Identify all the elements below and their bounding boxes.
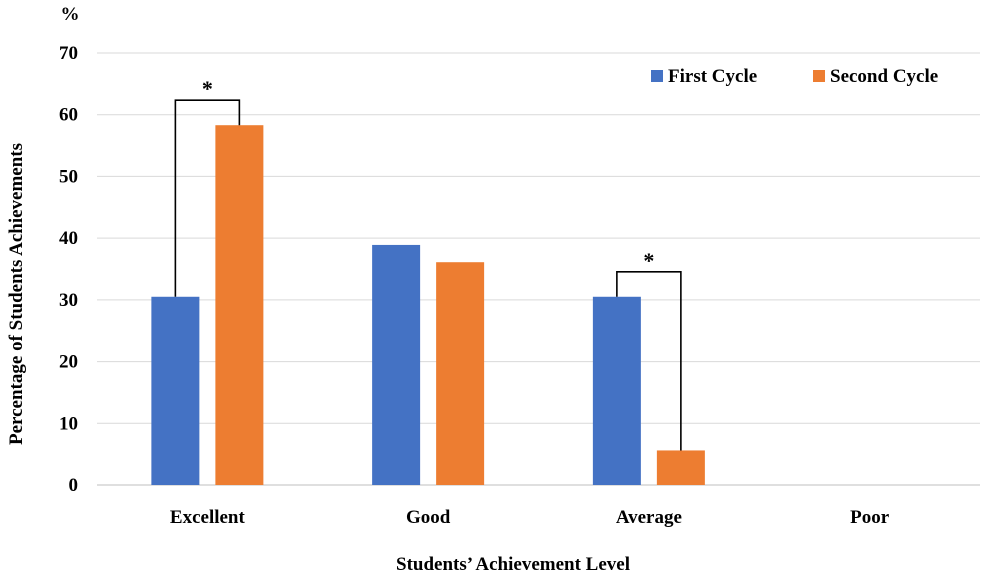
y-tick-label: 10 bbox=[59, 413, 78, 434]
significance-star: * bbox=[643, 248, 654, 273]
x-axis-ticks: Excellent Good Average Poor bbox=[170, 507, 890, 528]
x-axis-title: Students’ Achievement Level bbox=[396, 554, 630, 575]
significance-star: * bbox=[202, 76, 213, 101]
legend-swatch bbox=[813, 70, 825, 82]
legend-swatch bbox=[651, 70, 663, 82]
y-tick-label: 20 bbox=[59, 352, 78, 373]
y-axis-ticks: 0 10 20 30 40 50 60 70 bbox=[59, 43, 78, 496]
x-tick-label: Good bbox=[406, 507, 451, 528]
y-axis-title: Percentage of Students Achievements bbox=[6, 143, 27, 445]
legend-label: Second Cycle bbox=[830, 66, 938, 87]
significance-brackets: ** bbox=[174, 76, 682, 451]
y-tick-label: 40 bbox=[59, 228, 78, 249]
bar-average-second-cycle bbox=[656, 450, 705, 485]
significance-bracket bbox=[174, 99, 241, 297]
x-tick-label: Average bbox=[616, 507, 682, 528]
legend: First Cycle Second Cycle bbox=[651, 66, 938, 87]
bar-average-first-cycle bbox=[592, 296, 641, 485]
bar-excellent-second-cycle bbox=[215, 125, 264, 485]
x-tick-label: Excellent bbox=[170, 507, 246, 528]
bar-good-second-cycle bbox=[436, 262, 485, 485]
y-tick-label: 70 bbox=[59, 43, 78, 64]
bar-excellent-first-cycle bbox=[151, 296, 200, 485]
y-tick-label: 30 bbox=[59, 290, 78, 311]
y-unit-label: % bbox=[61, 4, 80, 25]
y-tick-label: 0 bbox=[69, 475, 79, 496]
significance-bracket bbox=[616, 270, 682, 451]
y-tick-label: 60 bbox=[59, 105, 78, 126]
bar-good-first-cycle bbox=[372, 244, 421, 485]
legend-label: First Cycle bbox=[668, 66, 757, 87]
bars bbox=[151, 125, 705, 485]
x-tick-label: Poor bbox=[850, 507, 890, 528]
y-tick-label: 50 bbox=[59, 166, 78, 187]
